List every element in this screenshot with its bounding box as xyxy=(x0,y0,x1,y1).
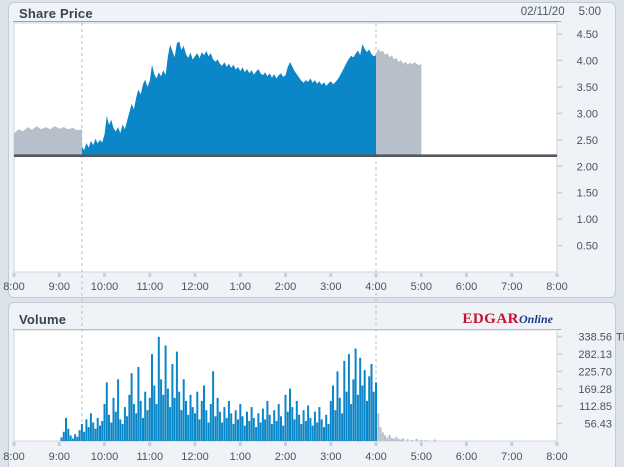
volume-header-rule xyxy=(13,329,561,330)
online-logo-text: Online xyxy=(518,312,553,326)
quote-time: 5:00 xyxy=(578,6,601,18)
volume-title: Volume xyxy=(19,312,67,327)
volume-panel: Volume EDGAROnline xyxy=(8,302,616,467)
quote-date: 02/11/20 xyxy=(520,6,565,18)
vol-y-unit-label: Th xyxy=(616,332,624,344)
edgar-logo-text: EDGAR xyxy=(462,311,519,327)
share-price-title: Share Price xyxy=(19,6,93,21)
share-price-header-rule xyxy=(13,21,561,22)
edgar-online-logo: EDGAROnline xyxy=(462,310,553,328)
share-price-panel: Share Price 02/11/20 5:00 xyxy=(8,2,616,298)
quote-info: 02/11/20 5:00 xyxy=(521,6,601,18)
